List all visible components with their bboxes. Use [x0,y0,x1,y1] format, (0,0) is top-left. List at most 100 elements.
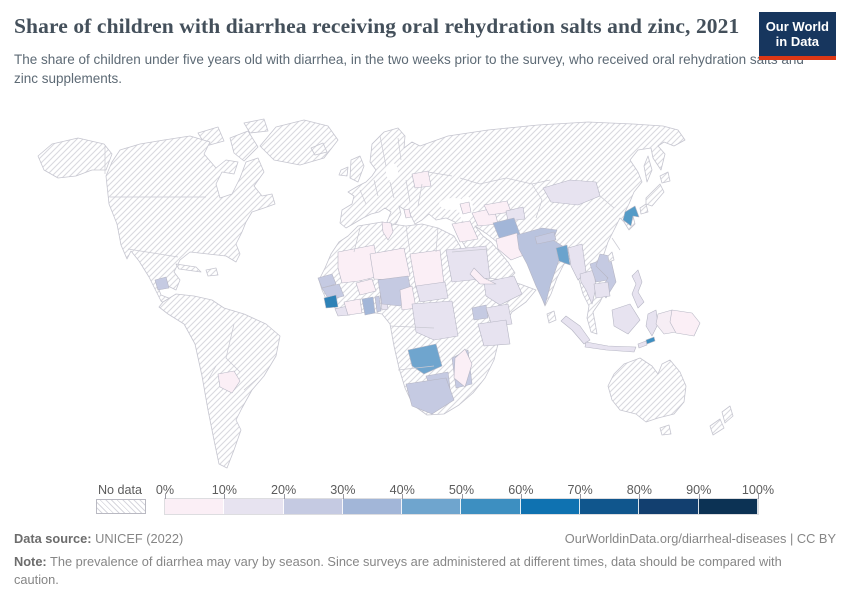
chart-header: Share of children with diarrhea receivin… [14,12,836,88]
legend-bin-swatch[interactable] [224,499,284,514]
uganda[interactable] [471,304,489,321]
cote-divoire[interactable] [343,298,363,316]
country-border-line [417,183,423,207]
sudan[interactable] [445,245,491,283]
legend-no-data-swatch[interactable] [96,499,146,514]
ellesmere-island[interactable] [243,118,269,134]
guatemala[interactable] [154,276,170,291]
albania[interactable] [403,208,412,219]
tasmania[interactable] [659,424,672,436]
tajikistan-kyrgyzstan[interactable] [505,206,526,222]
north-america[interactable] [105,135,276,320]
legend-bin-swatch[interactable] [639,499,699,514]
burkina-faso[interactable] [355,278,377,296]
timor-west[interactable] [637,340,648,349]
north-korea[interactable] [622,205,640,227]
niger[interactable] [369,247,411,281]
legend-tick-label: 50% [448,483,475,497]
sri-lanka[interactable] [546,310,557,324]
cambodia[interactable] [593,281,611,299]
australia[interactable] [607,357,687,423]
owid-logo[interactable]: Our World in Data [758,12,836,60]
alaska[interactable] [37,137,113,179]
rights-attribution[interactable]: OurWorldinData.org/diarrheal-diseases | … [564,531,836,546]
legend-tick-label: 60% [508,483,534,497]
legend-tick-mark [402,494,404,499]
note-label: Note: [14,554,47,569]
togo[interactable] [374,295,382,313]
mali[interactable] [337,244,381,284]
country-border-line [353,227,361,253]
country-border-line [451,248,489,253]
country-border-line [405,225,411,253]
ireland[interactable] [338,166,349,177]
timor-leste[interactable] [645,336,656,345]
country-border-line [405,179,411,203]
philippines[interactable] [631,269,645,309]
country-border-line [243,377,259,391]
bangladesh[interactable] [555,244,571,266]
legend-bin-swatch[interactable] [461,499,521,514]
cuba[interactable] [175,263,202,273]
legend-bin-swatch[interactable] [283,499,343,514]
nepal[interactable] [534,231,557,245]
japan-hokkaido[interactable] [659,171,671,184]
legend-tick-label: 0% [155,483,175,497]
java-indonesia[interactable] [584,341,637,353]
new-zealand-north[interactable] [721,405,734,424]
legend-bin-swatch[interactable] [520,499,581,514]
legend-bin-swatch[interactable] [165,499,225,514]
united-kingdom[interactable] [349,155,365,183]
hispaniola[interactable] [205,267,219,277]
new-zealand-south[interactable] [709,418,725,436]
tanzania[interactable] [477,319,511,347]
legend-no-data-label: No data [97,483,143,497]
legend-bin-swatch[interactable] [402,499,462,514]
legend-tick-mark [639,494,641,499]
india[interactable] [516,227,565,306]
zambia[interactable] [407,343,443,375]
tunisia[interactable] [381,221,394,241]
sierra-leone[interactable] [323,294,339,309]
legend-tick-mark [758,494,759,499]
iceland[interactable] [310,142,328,156]
greenland[interactable] [259,119,339,166]
baffin-island[interactable] [229,130,259,162]
country-border-line [459,177,551,185]
japan-kyushu[interactable] [639,203,649,215]
legend-bin-swatch[interactable] [580,499,640,514]
georgia-armenia[interactable] [459,201,472,215]
yemen[interactable] [469,267,497,285]
legend-tick-label: 80% [626,483,652,497]
senegal[interactable] [317,273,337,289]
borneo-indonesia[interactable] [611,303,641,335]
paraguay[interactable] [217,370,241,394]
chad[interactable] [409,249,445,289]
world-choropleth-map[interactable] [8,118,843,480]
papua-new-guinea[interactable] [669,309,701,337]
taiwan[interactable] [607,251,615,263]
sumatra-indonesia[interactable] [560,315,591,345]
ghana[interactable] [361,296,376,316]
legend-color-bar[interactable] [164,498,759,515]
country-border-line [397,365,435,371]
pakistan[interactable] [495,232,525,261]
chart-subtitle: The share of children under five years o… [14,51,804,86]
sulawesi-indonesia[interactable] [645,309,659,337]
belarus[interactable] [411,170,432,189]
legend-tick-label: 20% [270,483,297,497]
south-africa[interactable] [405,377,455,415]
country-border-line [389,325,435,329]
data-source-text: UNICEF (2022) [91,531,184,546]
central-african-republic[interactable] [415,281,449,303]
legend-tick-mark [461,494,463,499]
legend-tick-label: 30% [330,483,356,497]
country-border-line [379,135,387,167]
sakhalin[interactable] [643,155,653,183]
iraq[interactable] [451,220,479,243]
legend-bin-swatch[interactable] [698,499,758,514]
madagascar[interactable] [453,348,473,388]
guinea[interactable] [321,283,345,301]
japan-honshu[interactable] [645,183,665,207]
legend-bin-swatch[interactable] [342,499,403,514]
